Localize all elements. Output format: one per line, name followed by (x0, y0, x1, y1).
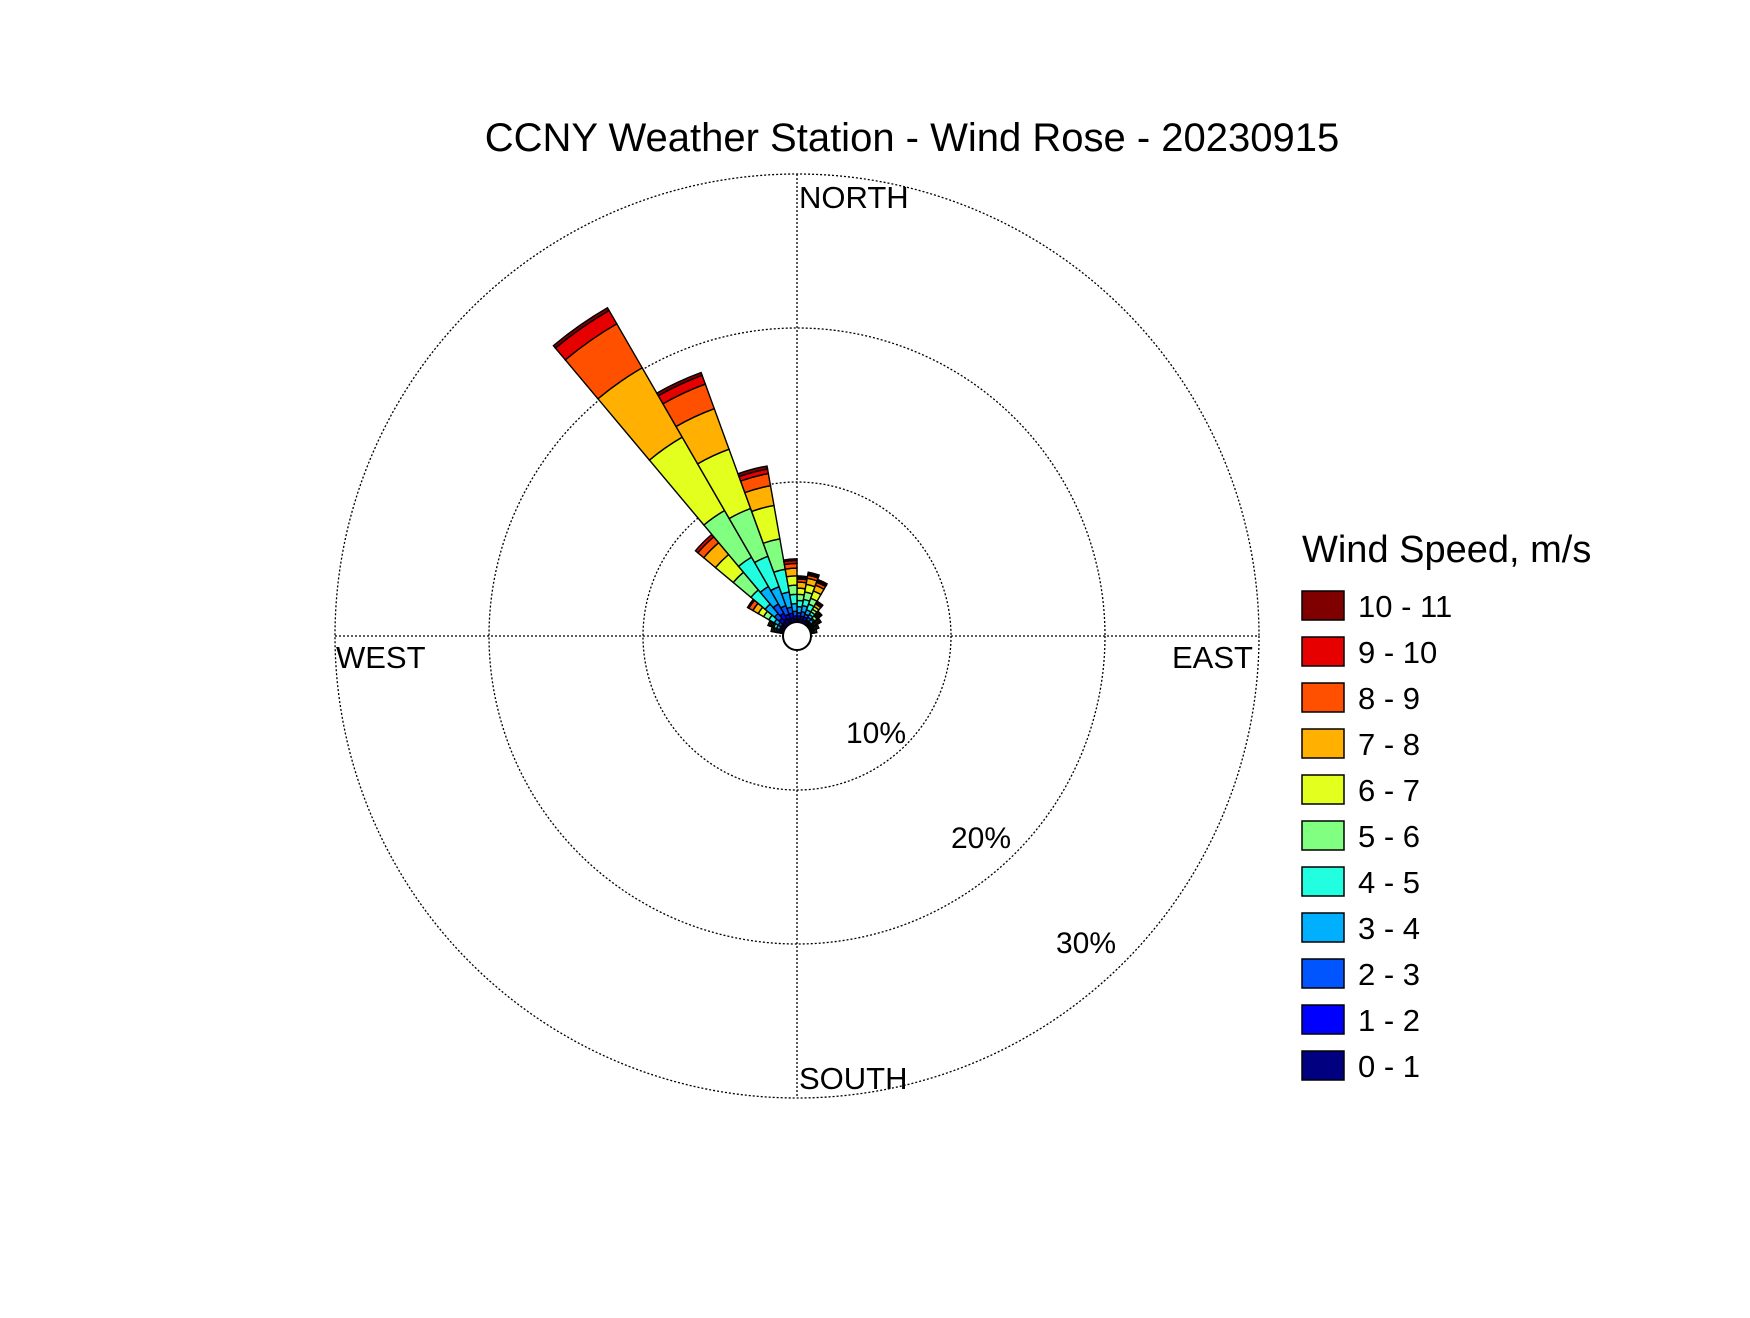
compass-west-label: WEST (336, 640, 426, 675)
petal-segment-25-10 (816, 578, 829, 587)
petal-segment-355-3 (790, 602, 798, 613)
legend-swatch (1301, 636, 1345, 667)
ring-label-10: 10% (846, 717, 906, 750)
legend-item: 2 - 3 (1301, 957, 1420, 992)
legend: Wind Speed, m/s 10 - 11 9 - 10 8 - 9 7 - 8 6… (1301, 529, 1591, 1084)
petal-segment-45-10 (815, 610, 823, 618)
legend-label: 7 - 8 (1358, 727, 1420, 762)
petal-345deg (737, 465, 796, 624)
legend-swatch (1301, 774, 1345, 805)
petal-75deg (809, 628, 818, 635)
legend-title: Wind Speed, m/s (1302, 529, 1591, 571)
petal-segment-75-6 (813, 628, 818, 634)
legend-label: 8 - 9 (1358, 681, 1420, 716)
compass-north-label: NORTH (799, 180, 909, 215)
legend-label: 9 - 10 (1358, 635, 1437, 670)
legend-label: 2 - 3 (1358, 957, 1420, 992)
petal-segment-335-10 (655, 371, 704, 397)
legend-swatch (1301, 1050, 1345, 1081)
petal-355deg (782, 558, 798, 624)
legend-item: 6 - 7 (1301, 773, 1420, 808)
ring-label-20: 20% (951, 822, 1011, 855)
wind-petals (552, 306, 829, 635)
legend-item: 3 - 4 (1301, 911, 1420, 946)
legend-swatch (1301, 820, 1345, 851)
legend-swatch (1301, 728, 1345, 759)
petal-segment-55-9 (816, 617, 823, 624)
legend-label: 4 - 5 (1358, 865, 1420, 900)
legend-items: 10 - 11 9 - 10 8 - 9 7 - 8 6 - 7 5 - 6 4 - 5 3 … (1301, 589, 1452, 1084)
petal-segment-325-10 (552, 306, 611, 350)
petal-segment-355-5 (787, 584, 798, 596)
legend-label: 1 - 2 (1358, 1003, 1420, 1038)
legend-swatch (1301, 1004, 1345, 1035)
legend-item: 7 - 8 (1301, 727, 1420, 762)
petal-segment-345-10 (737, 465, 769, 478)
legend-label: 6 - 7 (1358, 773, 1420, 808)
legend-swatch (1301, 682, 1345, 713)
legend-label: 5 - 6 (1358, 819, 1420, 854)
legend-label: 3 - 4 (1358, 911, 1420, 946)
petal-335deg (655, 371, 794, 625)
petal-325deg (552, 306, 791, 627)
legend-item: 8 - 9 (1301, 681, 1420, 716)
petal-segment-35-9 (815, 600, 824, 608)
center-hub (782, 621, 812, 651)
petal-segment-355-4 (788, 593, 798, 605)
legend-item: 5 - 6 (1301, 819, 1420, 854)
legend-swatch (1301, 912, 1345, 943)
legend-swatch (1301, 590, 1345, 621)
chart-title: CCNY Weather Station - Wind Rose - 20230… (485, 116, 1340, 160)
ring-label-30: 30% (1056, 927, 1116, 960)
legend-item: 1 - 2 (1301, 1003, 1420, 1038)
petal-segment-15-10 (807, 571, 821, 578)
petal-segment-355-10 (782, 558, 798, 563)
legend-swatch (1301, 866, 1345, 897)
petal-segment-355-6 (785, 575, 798, 587)
legend-item: 0 - 1 (1301, 1049, 1420, 1084)
petal-segment-65-7 (814, 623, 820, 630)
compass-south-label: SOUTH (799, 1061, 908, 1096)
hub-circle (782, 621, 812, 651)
legend-label: 10 - 11 (1358, 589, 1452, 624)
legend-swatch (1301, 958, 1345, 989)
compass-east-label: EAST (1172, 640, 1253, 675)
legend-label: 0 - 1 (1358, 1049, 1420, 1084)
legend-item: 4 - 5 (1301, 865, 1420, 900)
legend-item: 9 - 10 (1301, 635, 1437, 670)
legend-item: 10 - 11 (1301, 589, 1452, 624)
petal-segment-5-10 (796, 575, 809, 580)
